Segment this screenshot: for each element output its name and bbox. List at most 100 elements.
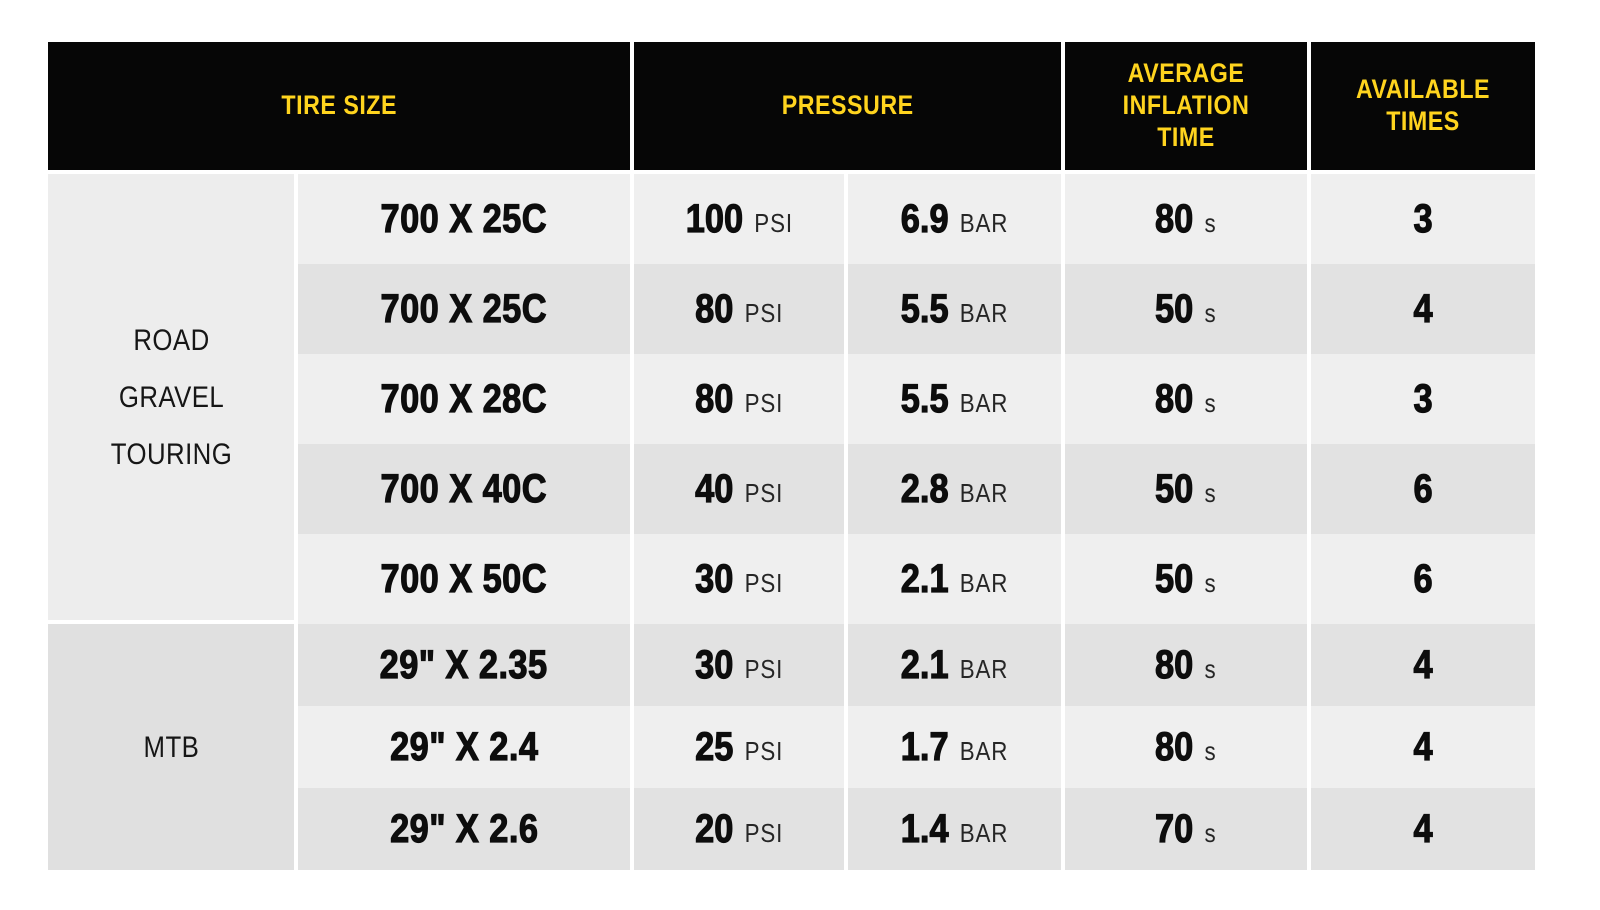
- available-value: 3: [1413, 196, 1433, 241]
- available-times-cell: 6: [1311, 534, 1535, 624]
- pressure-bar-cell: 1.7 BAR: [848, 706, 1061, 788]
- inflation-time-group: 80 s: [1155, 196, 1217, 242]
- header-average-inflation-time: AVERAGE INFLATION TIME: [1065, 42, 1307, 174]
- psi-value: 40: [694, 466, 734, 511]
- inflation-time-cell: 80 s: [1065, 354, 1307, 444]
- pressure-bar-group: 2.8 BAR: [900, 466, 1009, 512]
- inflation-time-cell: 80 s: [1065, 624, 1307, 706]
- tire-size-cell: 700 X 40C: [298, 444, 630, 534]
- time-unit: s: [1204, 567, 1217, 598]
- pressure-bar-group: 5.5 BAR: [900, 376, 1009, 422]
- psi-value: 30: [694, 642, 734, 687]
- pressure-psi-cell: 40 PSI: [634, 444, 844, 534]
- pressure-psi-cell: 20 PSI: [634, 788, 844, 870]
- inflation-time-cell: 50 s: [1065, 444, 1307, 534]
- bar-value: 2.8: [900, 466, 949, 511]
- pressure-psi-cell: 25 PSI: [634, 706, 844, 788]
- tire-size-cell: 700 X 50C: [298, 534, 630, 624]
- tire-size-value: 700 X 25C: [380, 286, 548, 331]
- pressure-bar-cell: 2.1 BAR: [848, 624, 1061, 706]
- time-value: 50: [1155, 556, 1194, 601]
- inflation-time-group: 50 s: [1155, 286, 1217, 332]
- pressure-psi-group: 80 PSI: [694, 286, 784, 332]
- pressure-psi-group: 40 PSI: [694, 466, 784, 512]
- psi-unit: PSI: [744, 387, 784, 418]
- inflation-time-cell: 80 s: [1065, 174, 1307, 264]
- group-label-mtb: MTB: [143, 730, 199, 764]
- tire-size-value: 700 X 25C: [380, 196, 548, 241]
- bar-unit: BAR: [959, 477, 1009, 508]
- time-unit: s: [1204, 477, 1217, 508]
- pressure-psi-cell: 30 PSI: [634, 534, 844, 624]
- bar-unit: BAR: [959, 735, 1009, 766]
- bar-unit: BAR: [959, 817, 1009, 848]
- available-times-cell: 3: [1311, 174, 1535, 264]
- tire-size-value: 700 X 28C: [380, 376, 548, 421]
- pressure-bar-group: 1.4 BAR: [900, 806, 1009, 852]
- available-times-cell: 6: [1311, 444, 1535, 534]
- time-unit: s: [1204, 817, 1217, 848]
- pressure-psi-cell: 100 PSI: [634, 174, 844, 264]
- bar-value: 2.1: [900, 556, 949, 601]
- group-label-road-gravel-touring: ROAD GRAVEL TOURING: [110, 323, 232, 471]
- pressure-bar-group: 2.1 BAR: [900, 642, 1009, 688]
- available-times-cell: 4: [1311, 788, 1535, 870]
- pressure-psi-cell: 80 PSI: [634, 264, 844, 354]
- pressure-bar-group: 2.1 BAR: [900, 556, 1009, 602]
- tire-size-cell: 29" X 2.4: [298, 706, 630, 788]
- psi-unit: PSI: [744, 477, 784, 508]
- pressure-psi-group: 30 PSI: [694, 642, 783, 688]
- time-unit: s: [1204, 653, 1217, 684]
- inflation-time-group: 50 s: [1155, 466, 1217, 512]
- tire-size-cell: 29" X 2.6: [298, 788, 630, 870]
- pressure-bar-cell: 5.5 BAR: [848, 354, 1061, 444]
- psi-unit: PSI: [744, 735, 784, 766]
- pressure-psi-cell: 30 PSI: [634, 624, 844, 706]
- time-unit: s: [1204, 207, 1217, 238]
- inflation-time-cell: 50 s: [1065, 264, 1307, 354]
- bar-unit: BAR: [959, 387, 1009, 418]
- psi-unit: PSI: [744, 817, 784, 848]
- bar-unit: BAR: [959, 653, 1009, 684]
- pressure-psi-group: 80 PSI: [694, 376, 784, 422]
- available-times-cell: 3: [1311, 354, 1535, 444]
- pressure-bar-group: 1.7 BAR: [900, 724, 1009, 770]
- available-times-cell: 4: [1311, 624, 1535, 706]
- bar-value: 5.5: [900, 376, 949, 421]
- psi-value: 100: [685, 196, 743, 241]
- bar-unit: BAR: [959, 567, 1009, 598]
- available-value: 4: [1413, 642, 1433, 687]
- inflation-time-cell: 80 s: [1065, 706, 1307, 788]
- tire-size-value: 700 X 50C: [380, 556, 548, 601]
- pressure-bar-cell: 2.1 BAR: [848, 534, 1061, 624]
- pressure-bar-cell: 5.5 BAR: [848, 264, 1061, 354]
- psi-unit: PSI: [744, 567, 784, 598]
- time-value: 80: [1155, 196, 1194, 241]
- time-unit: s: [1204, 297, 1217, 328]
- pressure-bar-group: 5.5 BAR: [900, 286, 1009, 332]
- available-times-cell: 4: [1311, 706, 1535, 788]
- available-value: 6: [1413, 556, 1433, 601]
- inflation-time-group: 80 s: [1155, 724, 1217, 770]
- time-unit: s: [1204, 735, 1217, 766]
- pressure-psi-group: 100 PSI: [685, 196, 792, 242]
- header-available-times: AVAILABLE TIMES: [1311, 42, 1535, 174]
- psi-unit: PSI: [744, 297, 784, 328]
- tire-size-cell: 700 X 25C: [298, 264, 630, 354]
- pressure-psi-cell: 80 PSI: [634, 354, 844, 444]
- time-value: 70: [1155, 806, 1194, 851]
- tire-size-cell: 700 X 28C: [298, 354, 630, 444]
- psi-value: 80: [694, 376, 734, 421]
- available-value: 6: [1413, 466, 1433, 511]
- header-tire-size-label: TIRE SIZE: [281, 90, 397, 121]
- time-value: 50: [1155, 466, 1194, 511]
- bar-value: 6.9: [900, 196, 949, 241]
- tire-size-cell: 29" X 2.35: [298, 624, 630, 706]
- pressure-bar-cell: 1.4 BAR: [848, 788, 1061, 870]
- psi-value: 80: [694, 286, 734, 331]
- group-cell-road-gravel-touring: ROAD GRAVEL TOURING: [48, 174, 294, 624]
- available-value: 4: [1413, 286, 1433, 331]
- available-value: 4: [1413, 806, 1433, 851]
- pressure-bar-group: 6.9 BAR: [900, 196, 1009, 242]
- available-value: 3: [1413, 376, 1433, 421]
